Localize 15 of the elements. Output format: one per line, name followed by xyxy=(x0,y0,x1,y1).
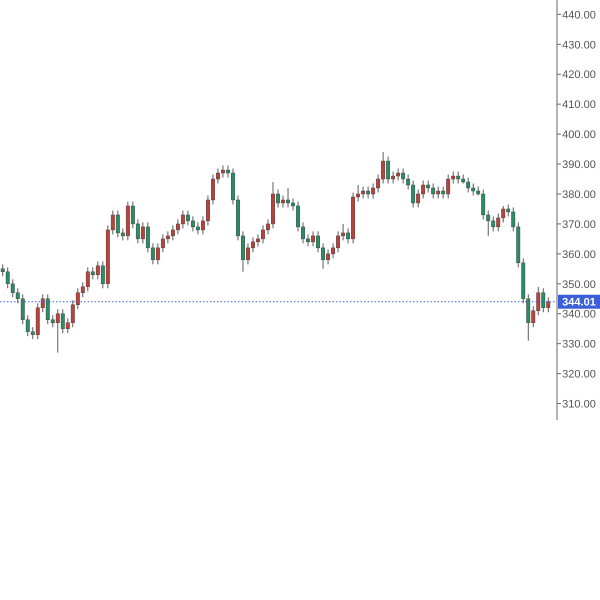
y-tick-label: 350.00 xyxy=(562,278,596,291)
y-tick-label: 410.00 xyxy=(562,99,596,112)
y-tick-label: 430.00 xyxy=(562,39,596,52)
y-tick-label: 400.00 xyxy=(562,129,596,142)
y-tick-label: 390.00 xyxy=(562,159,596,172)
y-tick-label: 310.00 xyxy=(562,398,596,411)
y-tick-label: 440.00 xyxy=(562,9,596,22)
y-tick-label: 340.00 xyxy=(562,308,596,321)
y-tick-label: 370.00 xyxy=(562,218,596,231)
y-tick-label: 360.00 xyxy=(562,248,596,261)
y-tick-label: 320.00 xyxy=(562,368,596,381)
y-tick-label: 420.00 xyxy=(562,69,596,82)
y-tick-label: 330.00 xyxy=(562,338,596,351)
ref-line-label: 344.01 xyxy=(562,296,596,309)
y-tick-label: 380.00 xyxy=(562,188,596,201)
